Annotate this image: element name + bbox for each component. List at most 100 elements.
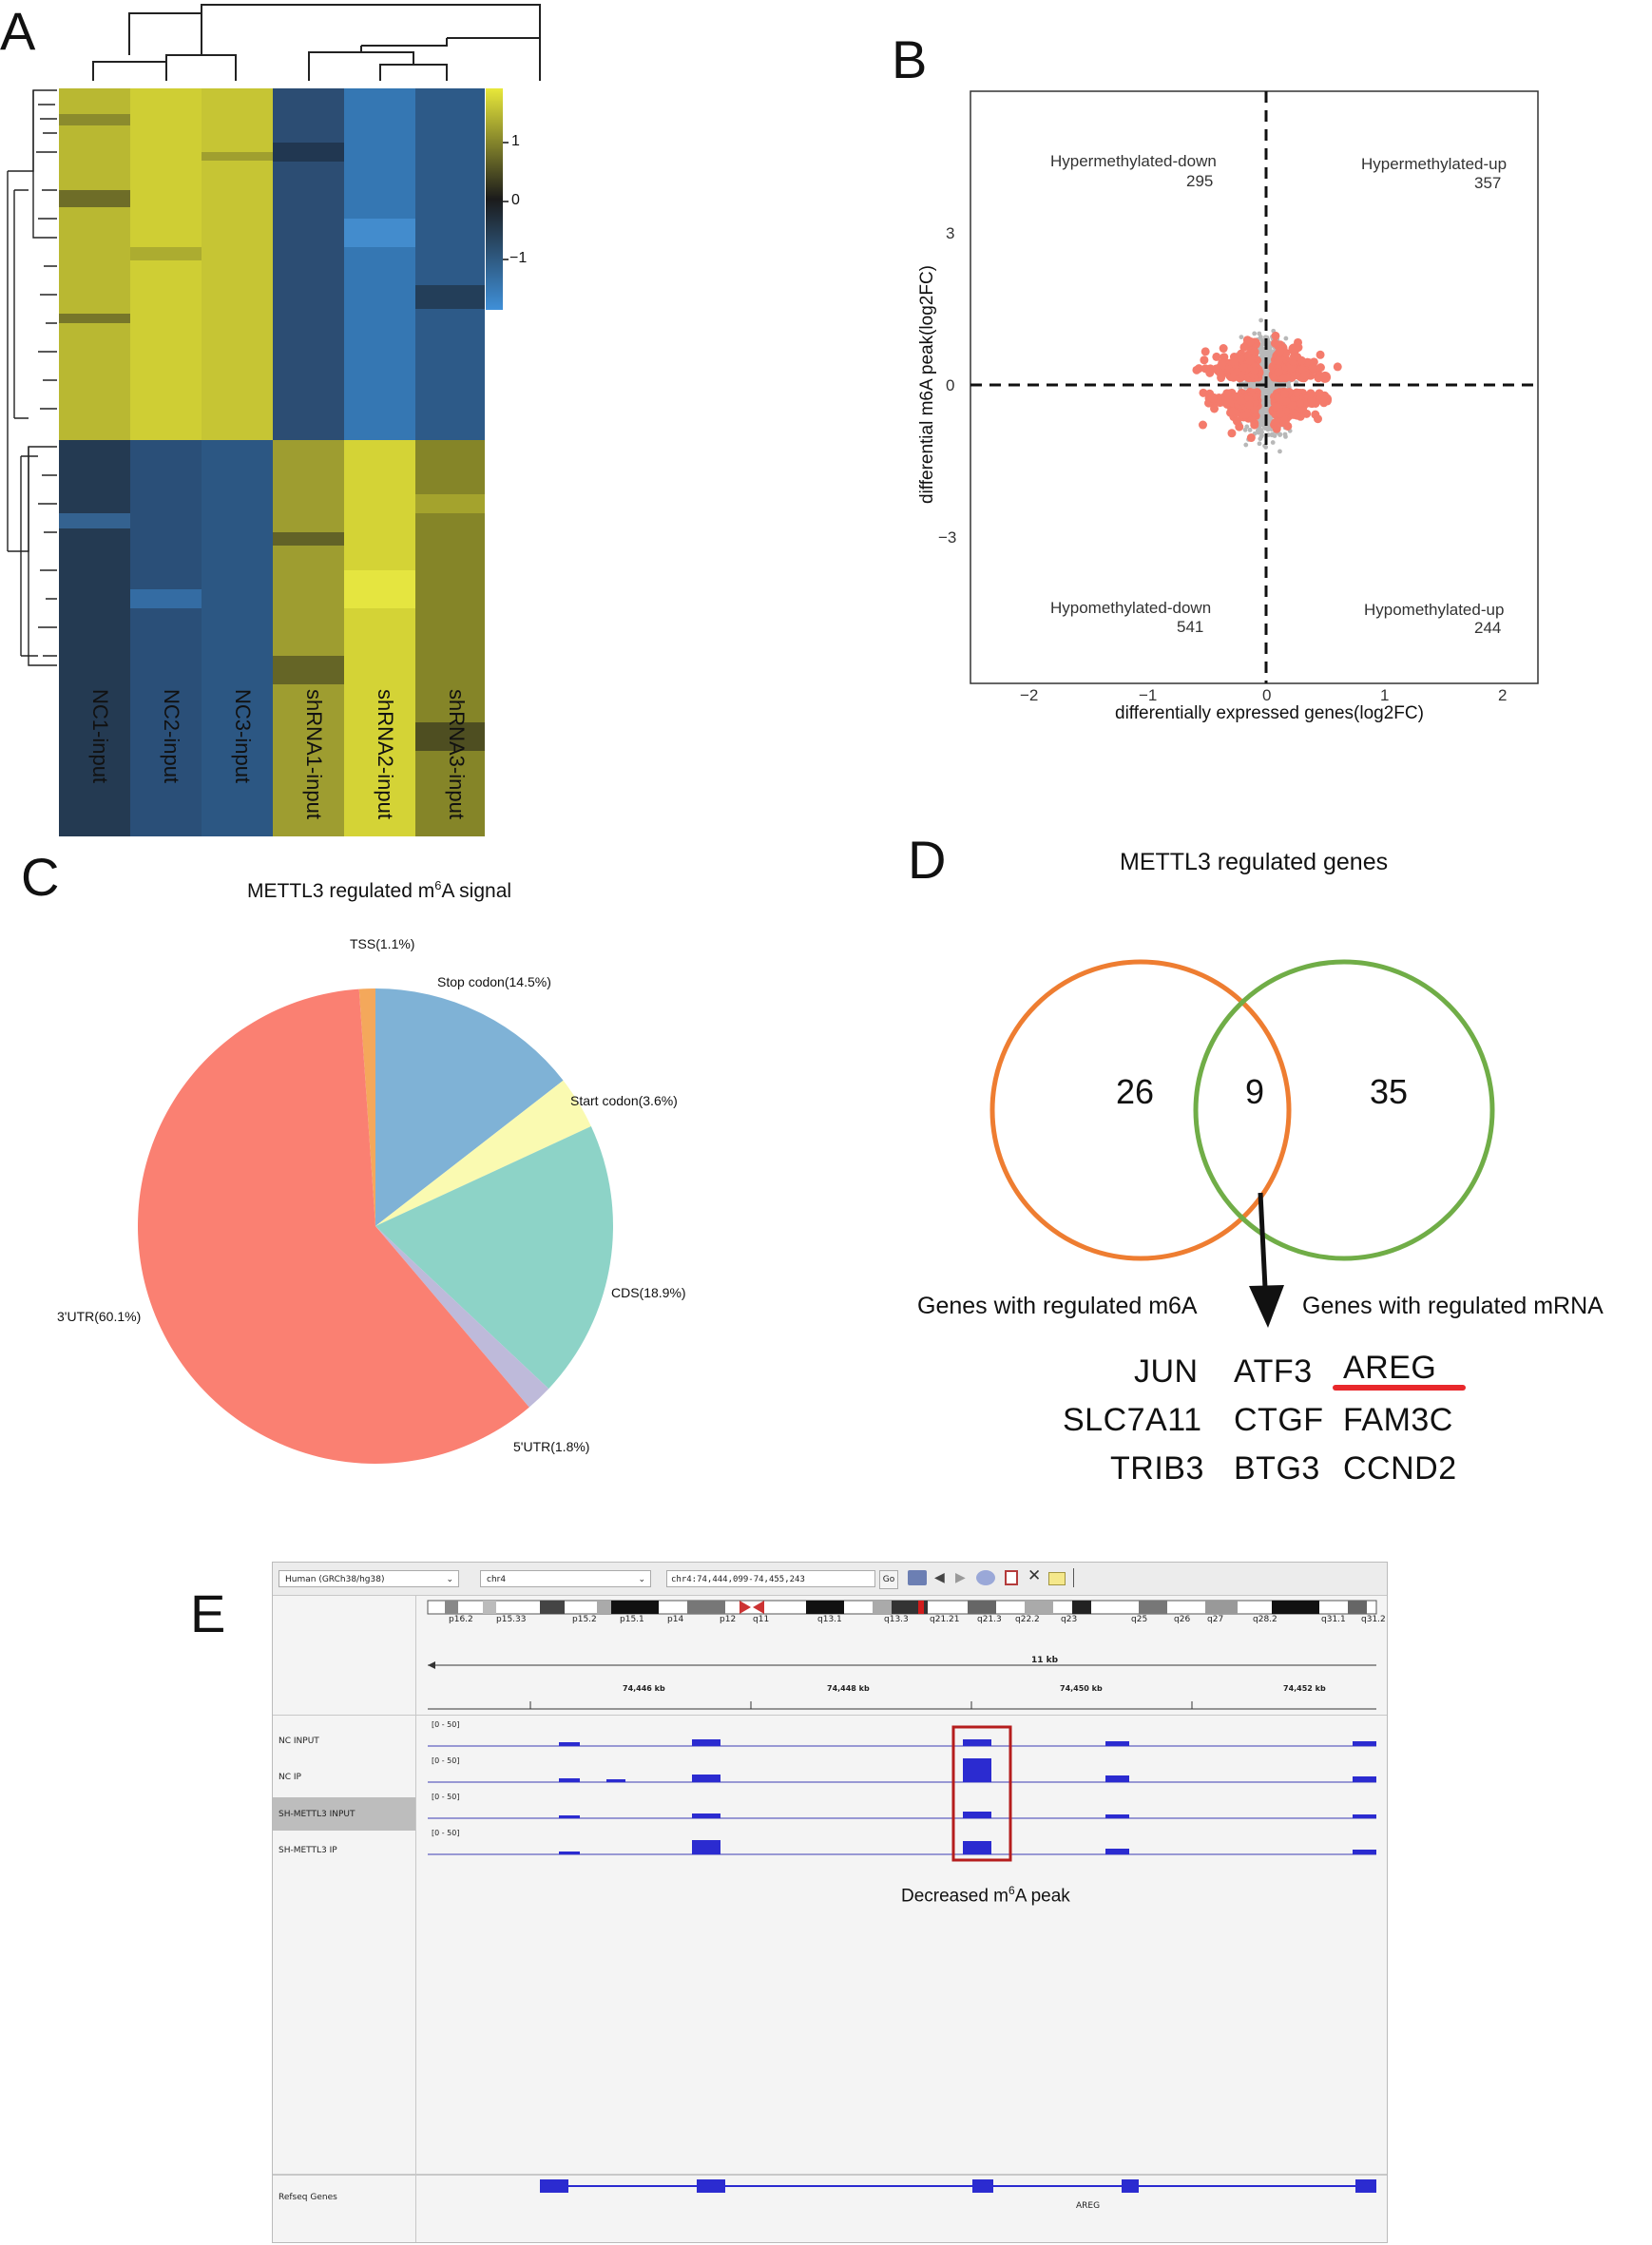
coverage-peaks [559,1739,1376,1854]
x-tick: 0 [1262,686,1272,704]
scatter-point-significant [1212,352,1221,361]
pie-chart [138,988,613,1464]
gene-name: AREG [1343,1350,1437,1386]
scatter-point [1268,383,1274,389]
x-tick: −2 [1020,686,1039,704]
scatter-point-significant [1272,424,1281,433]
scatter-point-significant [1215,368,1224,377]
scatter-point [1257,331,1262,336]
scatter-point-significant [1219,344,1228,354]
venn-left-label: Genes with regulated m6A [917,1293,1198,1319]
scatter-point-significant [1246,336,1256,346]
track-name[interactable]: SH-METTL3 IP [279,1846,337,1855]
scatter-point [1265,389,1271,393]
scatter-point-significant [1275,347,1284,356]
colorbar-tick-mid: 0 [511,192,520,208]
popup-icon[interactable] [1048,1572,1066,1585]
panel-label-c: C [21,847,60,907]
quadrant-label: Hypermethylated-up [1361,155,1508,173]
sample-label: shRNA1-input [302,689,326,819]
scatter-point [1269,432,1275,438]
band-label: q13.3 [884,1615,909,1624]
panel-label-e: E [190,1583,226,1643]
scatter-points [1192,317,1342,454]
venn-circle-left [989,959,1292,1261]
back-icon[interactable]: ◀ [934,1569,945,1584]
scatter-point-significant [1294,337,1303,347]
locus-input[interactable]: chr4:74,444,099-74,455,243 [666,1570,875,1587]
scatter-point-significant [1308,363,1317,373]
chevron-down-icon: ⌄ [638,1575,645,1584]
scatter-point-significant [1229,356,1239,366]
pie-slice [375,988,564,1226]
scatter-point-significant [1239,342,1249,352]
scatter-point-significant [1198,420,1207,430]
track-selected-highlight [273,1797,415,1831]
pie-slice [375,1226,549,1408]
scatter-point-significant [1207,393,1217,403]
scatter-point-significant [1319,398,1329,408]
refseq-track-name[interactable]: Refseq Genes [279,2193,337,2202]
scatter-point-significant [1292,388,1301,397]
slice-label: Stop codon(14.5%) [437,974,551,989]
scatter-point-significant [1306,389,1316,398]
gene-name: SLC7A11 [1063,1402,1202,1438]
scatter-point-significant [1199,388,1208,397]
genome-select[interactable]: Human (GRCh38/hg38) ⌄ [279,1570,459,1587]
forward-icon[interactable]: ▶ [955,1569,966,1584]
home-icon[interactable] [908,1570,927,1585]
venn-arrow-head [1249,1285,1284,1328]
scatter-point-significant [1200,355,1209,365]
scatter-point-significant [1246,433,1256,443]
scatter-point-significant [1250,347,1259,356]
track-name[interactable]: NC IP [279,1773,301,1782]
y-tick: 3 [946,224,955,242]
span-label: 11 kb [1031,1656,1059,1665]
x-axis-label: differentially expressed genes(log2FC) [1115,703,1424,723]
pie-title: METTL3 regulated m6A signal [247,878,512,902]
scatter-point-significant [1210,404,1220,413]
track-range: [0 - 50] [432,1829,460,1837]
quadrant-count: 357 [1474,174,1502,192]
panel-label-d: D [908,830,947,890]
band-label: q25 [1131,1615,1148,1624]
band-label: q21.21 [930,1615,960,1624]
go-button[interactable]: Go [879,1570,898,1589]
quadrant-count: 541 [1177,618,1204,636]
track-name[interactable]: NC INPUT [279,1737,319,1746]
x-tick: 1 [1380,686,1390,704]
scatter-point [1277,449,1282,454]
row-dendrogram [7,89,57,666]
scatter-point [1258,411,1264,416]
scatter-point-significant [1245,356,1255,366]
y-tick: −3 [938,528,957,547]
band-label: q13.1 [817,1615,842,1624]
refresh-icon[interactable] [976,1570,995,1585]
region-icon[interactable] [1005,1570,1018,1585]
band-label: q26 [1174,1615,1191,1624]
scatter-point-significant [1280,389,1290,398]
scatter-point [1261,350,1267,355]
venn-circle-right [1193,959,1495,1261]
chromosome-select[interactable]: chr4 ⌄ [480,1570,651,1587]
venn-title: METTL3 regulated genes [1120,849,1389,875]
scatter-point-significant [1311,410,1320,419]
scatter-point [1257,441,1262,447]
resize-icon[interactable]: ✕ [1028,1566,1042,1584]
column-dendrogram [92,4,541,81]
peak-annotation: Decreased m6A peak [901,1884,1070,1907]
areg-gene-model [540,2179,1376,2193]
scatter-point-significant [1232,416,1241,426]
track-range: [0 - 50] [432,1793,460,1801]
panel-label-b: B [892,29,928,89]
ruler-label: 74,450 kb [1060,1684,1103,1693]
scatter-point-significant [1333,362,1342,372]
track-name[interactable]: SH-METTL3 INPUT [279,1810,355,1819]
ruler-label: 74,448 kb [827,1684,870,1693]
scatter-point [1265,350,1271,355]
gene-name: BTG3 [1234,1450,1320,1487]
scatter-point-significant [1283,421,1293,431]
sample-label: NC1-input [88,689,112,784]
slice-label: 3'UTR(60.1%) [57,1309,142,1324]
scatter-point-significant [1315,389,1324,398]
